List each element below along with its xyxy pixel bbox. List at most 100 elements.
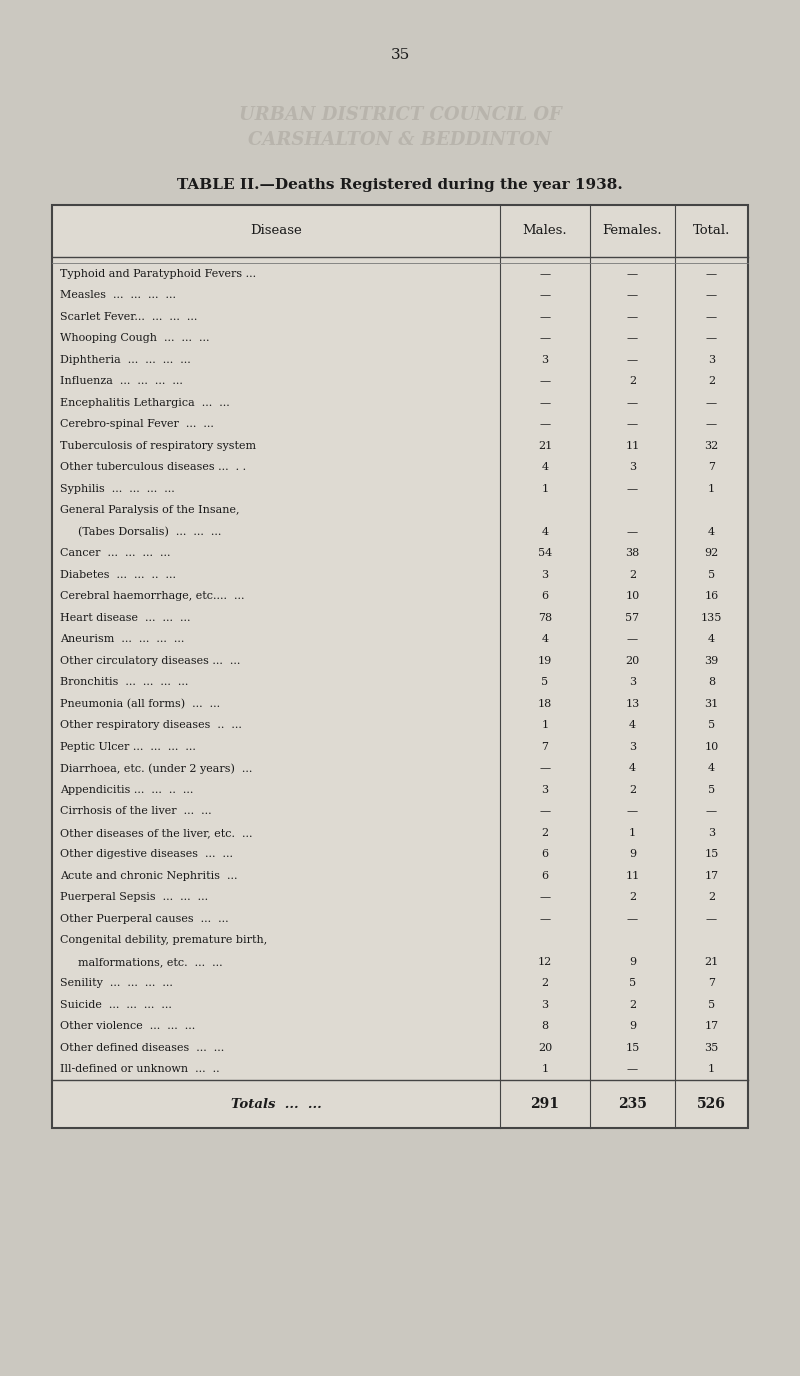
Text: —: —: [627, 914, 638, 923]
Text: 20: 20: [538, 1043, 552, 1053]
Text: Other defined diseases  ...  ...: Other defined diseases ... ...: [60, 1043, 224, 1053]
Text: URBAN DISTRICT COUNCIL OF: URBAN DISTRICT COUNCIL OF: [238, 106, 562, 124]
Text: 9: 9: [629, 1021, 636, 1031]
Text: —: —: [539, 806, 550, 816]
Text: —: —: [627, 484, 638, 494]
Text: 7: 7: [708, 978, 715, 988]
Text: —: —: [539, 312, 550, 322]
Text: Other digestive diseases  ...  ...: Other digestive diseases ... ...: [60, 849, 233, 859]
Text: 1: 1: [708, 1064, 715, 1075]
Text: —: —: [706, 398, 717, 407]
Text: 15: 15: [704, 849, 718, 859]
Text: 1: 1: [542, 484, 549, 494]
Text: 5: 5: [708, 784, 715, 795]
Text: 20: 20: [626, 656, 640, 666]
Text: Congenital debility, premature birth,: Congenital debility, premature birth,: [60, 936, 267, 945]
Text: —: —: [539, 398, 550, 407]
Text: 5: 5: [708, 720, 715, 731]
Text: 5: 5: [708, 570, 715, 579]
Text: —: —: [539, 892, 550, 903]
Text: 5: 5: [542, 677, 549, 687]
Text: 3: 3: [708, 828, 715, 838]
Text: 4: 4: [629, 720, 636, 731]
Text: 11: 11: [626, 440, 640, 451]
Text: 15: 15: [626, 1043, 640, 1053]
Text: 3: 3: [629, 742, 636, 751]
Text: Aneurism  ...  ...  ...  ...: Aneurism ... ... ... ...: [60, 634, 184, 644]
Text: Females.: Females.: [602, 224, 662, 238]
Text: CARSHALTON & BEDDINTON: CARSHALTON & BEDDINTON: [248, 131, 552, 149]
Text: —: —: [539, 376, 550, 387]
Text: 1: 1: [542, 1064, 549, 1075]
Text: Influenza  ...  ...  ...  ...: Influenza ... ... ... ...: [60, 376, 183, 387]
Text: —: —: [627, 634, 638, 644]
Text: Other Puerperal causes  ...  ...: Other Puerperal causes ... ...: [60, 914, 229, 923]
Text: 2: 2: [629, 570, 636, 579]
Text: 3: 3: [629, 462, 636, 472]
Text: —: —: [627, 527, 638, 537]
Text: 17: 17: [705, 871, 718, 881]
Text: Diarrhoea, etc. (under 2 years)  ...: Diarrhoea, etc. (under 2 years) ...: [60, 762, 252, 773]
Text: 135: 135: [701, 612, 722, 623]
Text: 9: 9: [629, 956, 636, 967]
Text: Senility  ...  ...  ...  ...: Senility ... ... ... ...: [60, 978, 173, 988]
Text: —: —: [706, 268, 717, 279]
Text: Cancer  ...  ...  ...  ...: Cancer ... ... ... ...: [60, 548, 170, 559]
Text: —: —: [706, 312, 717, 322]
Text: —: —: [539, 290, 550, 300]
Text: 54: 54: [538, 548, 552, 559]
Text: 2: 2: [629, 892, 636, 903]
Text: 4: 4: [542, 462, 549, 472]
Text: Other tuberculous diseases ...  . .: Other tuberculous diseases ... . .: [60, 462, 246, 472]
Text: 2: 2: [708, 376, 715, 387]
Text: 11: 11: [626, 871, 640, 881]
Text: 57: 57: [626, 612, 639, 623]
Text: Totals  ...  ...: Totals ... ...: [230, 1098, 322, 1110]
Text: 3: 3: [629, 677, 636, 687]
Text: 4: 4: [629, 764, 636, 773]
Text: 6: 6: [542, 871, 549, 881]
Text: 1: 1: [629, 828, 636, 838]
Text: 1: 1: [542, 720, 549, 731]
Text: Diabetes  ...  ...  ..  ...: Diabetes ... ... .. ...: [60, 570, 176, 579]
Text: Cerebral haemorrhage, etc....  ...: Cerebral haemorrhage, etc.... ...: [60, 592, 245, 601]
Text: 2: 2: [542, 828, 549, 838]
Text: 31: 31: [704, 699, 718, 709]
Text: (Tabes Dorsalis)  ...  ...  ...: (Tabes Dorsalis) ... ... ...: [78, 527, 222, 537]
Text: Appendicitis ...  ...  ..  ...: Appendicitis ... ... .. ...: [60, 784, 194, 795]
Text: 3: 3: [542, 1000, 549, 1010]
Text: Syphilis  ...  ...  ...  ...: Syphilis ... ... ... ...: [60, 484, 174, 494]
Text: 3: 3: [542, 570, 549, 579]
Text: —: —: [627, 312, 638, 322]
Text: Suicide  ...  ...  ...  ...: Suicide ... ... ... ...: [60, 1000, 172, 1010]
Text: Total.: Total.: [693, 224, 730, 238]
Text: 1: 1: [708, 484, 715, 494]
Text: 17: 17: [705, 1021, 718, 1031]
Text: 8: 8: [708, 677, 715, 687]
Text: 4: 4: [708, 764, 715, 773]
Text: 39: 39: [704, 656, 718, 666]
Text: 3: 3: [708, 355, 715, 365]
Text: —: —: [539, 268, 550, 279]
Text: 19: 19: [538, 656, 552, 666]
Text: 92: 92: [704, 548, 718, 559]
Text: Peptic Ulcer ...  ...  ...  ...: Peptic Ulcer ... ... ... ...: [60, 742, 196, 751]
Text: Bronchitis  ...  ...  ...  ...: Bronchitis ... ... ... ...: [60, 677, 188, 687]
Text: 13: 13: [626, 699, 640, 709]
Text: —: —: [706, 290, 717, 300]
Text: 12: 12: [538, 956, 552, 967]
Text: —: —: [539, 764, 550, 773]
Text: Pneumonia (all forms)  ...  ...: Pneumonia (all forms) ... ...: [60, 699, 220, 709]
Text: Other violence  ...  ...  ...: Other violence ... ... ...: [60, 1021, 195, 1031]
Text: Puerperal Sepsis  ...  ...  ...: Puerperal Sepsis ... ... ...: [60, 892, 208, 903]
Text: Other circulatory diseases ...  ...: Other circulatory diseases ... ...: [60, 656, 240, 666]
Text: Other respiratory diseases  ..  ...: Other respiratory diseases .. ...: [60, 720, 242, 731]
Text: —: —: [627, 268, 638, 279]
Text: —: —: [539, 333, 550, 343]
Text: 32: 32: [704, 440, 718, 451]
Text: —: —: [539, 420, 550, 429]
Text: 2: 2: [708, 892, 715, 903]
Text: —: —: [627, 333, 638, 343]
Text: Disease: Disease: [250, 224, 302, 238]
Text: 2: 2: [629, 1000, 636, 1010]
